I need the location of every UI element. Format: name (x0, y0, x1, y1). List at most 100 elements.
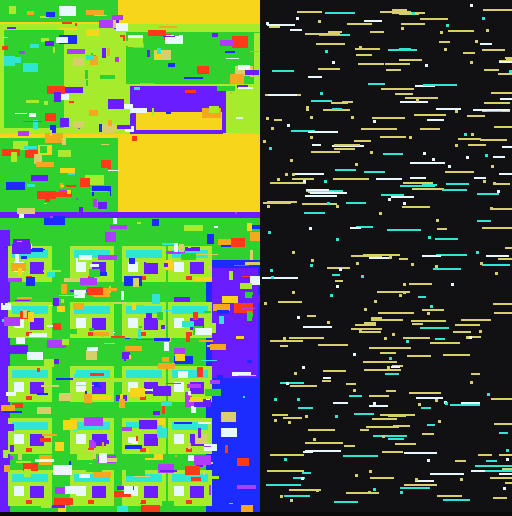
metal-dot (351, 116, 354, 119)
circuit-tile (101, 160, 111, 169)
metal-dot (305, 415, 308, 418)
circuit-tile (98, 202, 107, 209)
circuit-tile (87, 347, 98, 351)
circuit-tile (37, 191, 56, 199)
metal-dot (455, 144, 458, 147)
cell-mark (140, 276, 146, 280)
metal-trace (311, 151, 340, 153)
circuit-tile (3, 411, 22, 413)
metal-trace (477, 220, 491, 222)
circuit-tile (63, 420, 77, 430)
metal-dot (327, 202, 330, 205)
cell-contact (128, 262, 138, 272)
circuit-tile (201, 360, 217, 361)
cell-mark (88, 332, 94, 336)
circuit-tile (164, 342, 169, 351)
metal-trace (493, 470, 512, 472)
circuit-tile (206, 399, 210, 400)
circuit-tile (89, 110, 98, 116)
circuit-tile (153, 386, 171, 396)
metal-trace (458, 138, 481, 140)
circuit-tile (125, 338, 130, 339)
metal-trace (346, 492, 379, 494)
circuit-tile (85, 175, 104, 185)
circuit-tile (94, 382, 99, 387)
metal-trace (502, 468, 512, 470)
circuit-tile (238, 65, 250, 70)
metal-dot (430, 305, 433, 308)
circuit-tile (73, 121, 84, 127)
metal-trace (422, 433, 434, 435)
metal-dot (263, 140, 266, 143)
circuit-tile (117, 73, 126, 80)
circuit-tile (23, 463, 38, 471)
metal-trace (306, 189, 329, 191)
metal-trace (289, 489, 321, 491)
metal-dot (440, 31, 443, 34)
circuit-tile (158, 418, 165, 425)
circuit-tile (210, 344, 226, 350)
cell-well (144, 486, 158, 498)
cell-contact (174, 434, 184, 444)
metal-trace (443, 499, 470, 501)
metal-dot (274, 419, 277, 422)
circuit-tile (164, 310, 178, 311)
circuit-tile (121, 291, 124, 300)
circuit-tile (44, 218, 58, 225)
circuit-tile (184, 77, 203, 79)
metal-trace (486, 460, 497, 462)
circuit-tile (110, 225, 127, 229)
metal-trace (435, 338, 445, 340)
circuit-tile (119, 110, 131, 114)
metal-dot (286, 382, 289, 385)
metal-trace (369, 395, 389, 397)
circuit-tile (122, 427, 132, 431)
circuit-tiles (1, 6, 260, 512)
circuit-tile (93, 199, 97, 207)
metal-trace (461, 319, 491, 321)
metal-trace (499, 473, 512, 475)
metal-trace (450, 404, 480, 406)
metal-trace (371, 319, 403, 321)
circuit-tile (113, 218, 117, 224)
circuit-tile (105, 232, 116, 242)
metal-dot (264, 302, 267, 305)
circuit-tile (119, 399, 125, 408)
circuit-tile (76, 385, 95, 386)
circuit-tile (67, 190, 71, 194)
metal-dot (361, 275, 364, 278)
metal-trace (305, 450, 341, 452)
circuit-tile (26, 277, 35, 286)
metal-trace (377, 291, 410, 293)
circuit-tile (231, 238, 245, 247)
metal-trace (344, 445, 355, 447)
circuit-tile (204, 444, 217, 451)
metal-trace (368, 83, 385, 85)
metal-trace (333, 402, 348, 404)
metal-dot (355, 163, 358, 166)
circuit-tile (225, 445, 228, 453)
metal-dot (369, 470, 372, 473)
cell-contact (128, 434, 138, 444)
metal-dot (309, 227, 312, 230)
metal-trace (414, 320, 446, 322)
metal-trace (369, 257, 392, 259)
metal-trace (335, 169, 356, 171)
metal-trace (388, 49, 417, 51)
circuit-tile (125, 346, 142, 351)
metal-trace (359, 331, 381, 333)
circuit-tile (191, 406, 196, 413)
metal-trace (499, 173, 512, 175)
metal-dot (432, 158, 435, 161)
metal-dot (446, 24, 449, 27)
circuit-tile (129, 258, 135, 264)
cell-well (30, 382, 44, 394)
metal-trace (290, 385, 317, 387)
metal-dot (482, 17, 485, 20)
cell-mark (186, 500, 192, 504)
circuit-tile (138, 329, 141, 339)
cell-contact (76, 262, 86, 272)
upper-red-mark (232, 36, 248, 48)
circuit-tile (35, 459, 54, 462)
